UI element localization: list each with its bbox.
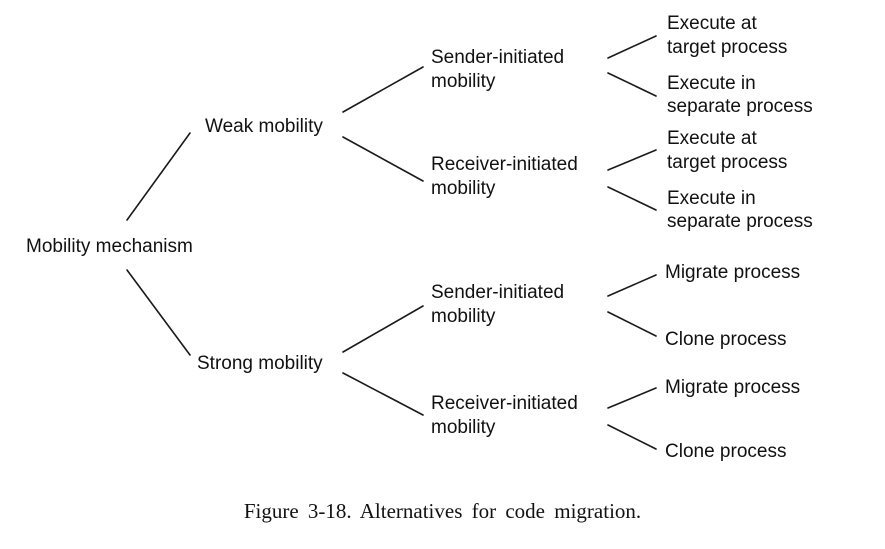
- edge-wr-leaf1: [607, 149, 657, 171]
- strong-receiver-label: Receiver-initiated mobility: [431, 393, 583, 438]
- weak-mobility-label: Weak mobility: [205, 116, 323, 137]
- weak-receiver-label: Receiver-initiated mobility: [431, 154, 583, 199]
- leaf-execute-at-target: Execute at target process: [667, 13, 787, 58]
- edge-root-strong: [126, 269, 191, 356]
- edge-strong-sender: [342, 305, 424, 353]
- edge-root-weak: [126, 132, 191, 221]
- weak-sender-label: Sender-initiated mobility: [431, 47, 569, 92]
- edge-weak-sender: [342, 66, 424, 113]
- edge-sr-leaf2: [607, 424, 657, 450]
- edge-ws-leaf1: [607, 35, 657, 59]
- edge-ss-leaf2: [607, 311, 657, 337]
- figure-caption: Figure 3-18. Alternatives for code migra…: [243, 499, 642, 523]
- edge-weak-receiver: [342, 136, 424, 182]
- strong-mobility-label: Strong mobility: [197, 353, 323, 374]
- edge-strong-receiver: [342, 372, 424, 416]
- edge-sr-leaf1: [607, 387, 657, 409]
- edge-wr-leaf2: [607, 186, 657, 211]
- leaf-execute-in-separate: Execute in separate process: [667, 73, 813, 117]
- leaf-migrate-process: Migrate process: [665, 377, 800, 398]
- leaf-clone-process: Clone process: [665, 329, 786, 350]
- strong-sender-label: Sender-initiated mobility: [431, 282, 569, 327]
- leaf-execute-in-separate: Execute in separate process: [667, 188, 813, 232]
- leaf-migrate-process: Migrate process: [665, 262, 800, 283]
- leaf-execute-at-target: Execute at target process: [667, 128, 787, 173]
- edge-ss-leaf1: [607, 274, 657, 297]
- leaf-clone-process: Clone process: [665, 441, 786, 462]
- root-node-label: Mobility mechanism: [26, 236, 193, 257]
- edge-ws-leaf2: [607, 72, 657, 97]
